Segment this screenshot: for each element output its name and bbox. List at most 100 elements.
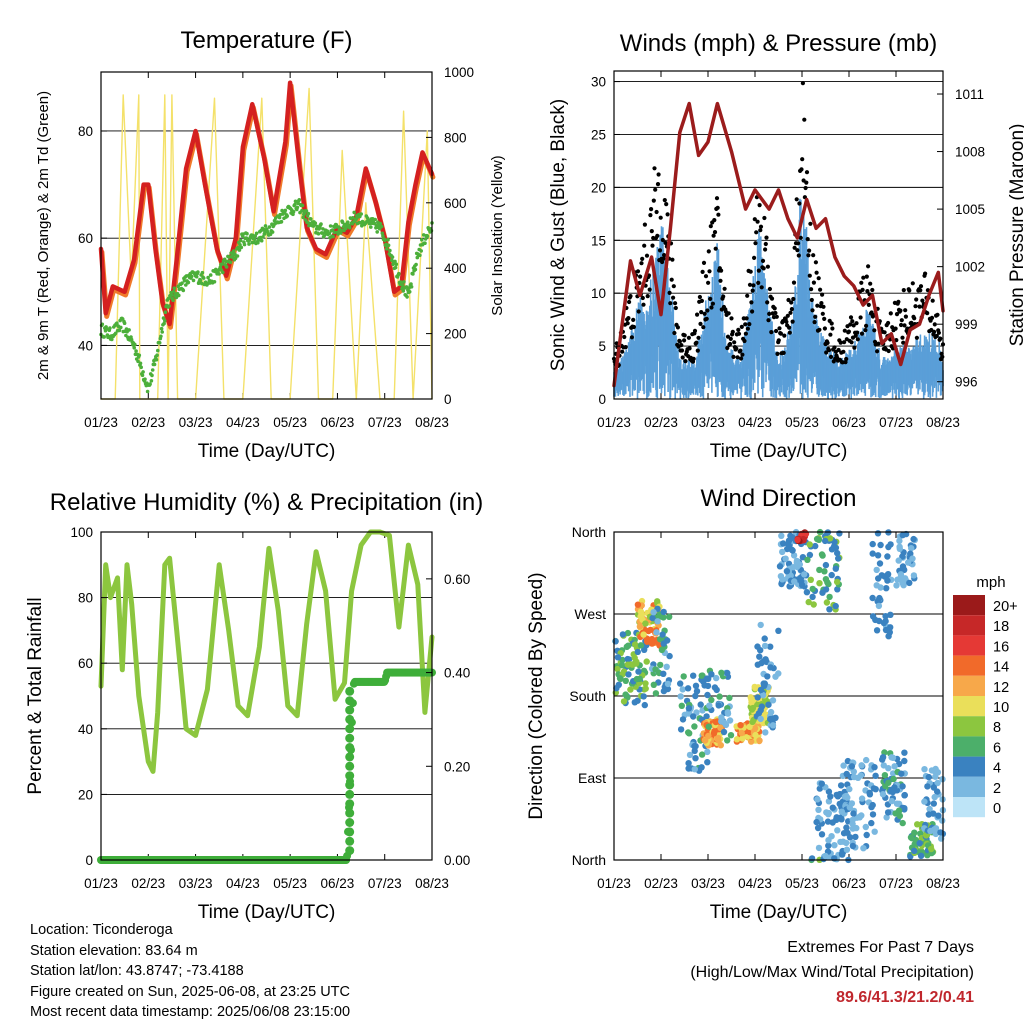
gust-point — [755, 219, 760, 224]
gust-point — [764, 235, 769, 240]
direction-point — [834, 549, 841, 557]
dewpoint-point — [407, 290, 412, 294]
precip-point — [345, 743, 355, 752]
direction-point — [890, 775, 897, 783]
direction-point — [705, 732, 712, 740]
direction-point — [850, 768, 857, 775]
gust-point — [914, 297, 919, 302]
gust-point — [734, 346, 739, 351]
direction-point — [846, 804, 853, 811]
gust-point — [886, 320, 891, 326]
gust-point — [841, 349, 846, 354]
legend-swatch — [953, 797, 985, 818]
direction-point — [704, 759, 711, 766]
dewpoint-point — [411, 272, 415, 276]
gust-point — [742, 338, 747, 344]
direction-point — [685, 729, 692, 736]
gust-point — [700, 269, 705, 274]
gust-point — [861, 275, 866, 280]
x-tick-label: 07/23 — [368, 415, 402, 430]
direction-point — [789, 564, 797, 571]
direction-point — [804, 556, 811, 563]
direction-point — [818, 780, 825, 787]
direction-point — [888, 797, 895, 805]
dewpoint-point — [300, 203, 305, 208]
gust-point — [679, 343, 684, 348]
direction-point — [838, 808, 845, 815]
direction-point — [939, 817, 946, 824]
direction-point — [895, 807, 903, 814]
direction-point — [634, 601, 642, 608]
direction-point — [875, 602, 883, 610]
direction-point — [685, 705, 693, 712]
gust-point — [701, 260, 707, 265]
dewpoint-point — [157, 341, 162, 345]
gust-point — [848, 322, 853, 327]
direction-point — [684, 685, 692, 692]
direction-point — [772, 673, 779, 680]
x-tick-label: 04/23 — [738, 415, 772, 430]
dewpoint-point — [415, 255, 420, 260]
direction-point — [828, 571, 835, 579]
direction-point — [785, 540, 792, 548]
gust-point — [722, 286, 727, 291]
gust-point — [866, 302, 871, 307]
direction-point — [926, 805, 933, 813]
direction-point — [762, 656, 769, 663]
extremes-panel: Extremes For Past 7 Days (High/Low/Max W… — [690, 935, 974, 1010]
gust-point — [660, 259, 665, 265]
direction-point — [897, 571, 905, 578]
direction-point — [659, 631, 666, 638]
gust-point — [804, 180, 809, 185]
direction-point — [703, 713, 710, 720]
x-tick-label: 01/23 — [84, 876, 118, 891]
gust-point — [687, 346, 692, 351]
direction-point — [660, 670, 667, 677]
direction-point — [708, 696, 715, 704]
winds-pressure-chart: Winds (mph) & Pressure (mb) Time (Day/UTC… — [548, 30, 1024, 462]
direction-point — [853, 824, 860, 832]
dewpoint-point — [306, 211, 311, 216]
location-text: Location: Ticonderoga — [30, 922, 173, 938]
direction-point — [850, 810, 857, 817]
direction-point — [935, 812, 942, 819]
dewpoint-point — [309, 217, 313, 221]
y-tick-label: 100 — [70, 525, 93, 540]
dewpoint-point — [386, 243, 391, 248]
direction-point — [810, 601, 817, 608]
direction-point — [627, 686, 634, 693]
gust-point — [932, 329, 937, 334]
x-tick-label: 01/23 — [84, 415, 118, 430]
direction-point — [905, 559, 912, 566]
gust-point — [699, 310, 704, 315]
y2-tick-label: 800 — [444, 130, 467, 145]
direction-point — [821, 537, 829, 545]
direction-point — [899, 579, 906, 586]
direction-point — [858, 762, 865, 769]
direction-point — [826, 606, 833, 613]
direction-point — [928, 845, 935, 853]
gust-point — [769, 330, 774, 335]
direction-point — [704, 748, 711, 756]
gust-point — [641, 302, 646, 307]
dewpoint-point — [143, 377, 147, 382]
dewpoint-point — [177, 293, 181, 298]
direction-point — [692, 682, 700, 689]
gust-point — [816, 276, 821, 281]
direction-point — [829, 819, 836, 826]
gust-point — [747, 282, 753, 287]
gust-point — [787, 325, 792, 330]
x-tick-label: 06/23 — [832, 876, 866, 891]
direction-point — [679, 716, 687, 723]
direction-point — [832, 544, 840, 551]
direction-point — [652, 666, 659, 673]
y2-tick-label: 1008 — [955, 145, 985, 160]
direction-point — [717, 724, 724, 731]
direction-point — [755, 710, 763, 717]
direction-point — [879, 791, 887, 798]
x-tick-label: 06/23 — [321, 876, 355, 891]
legend-swatch — [953, 655, 985, 676]
dewpoint-point — [115, 321, 119, 326]
gust-point — [789, 307, 795, 312]
gust-point — [655, 182, 661, 187]
